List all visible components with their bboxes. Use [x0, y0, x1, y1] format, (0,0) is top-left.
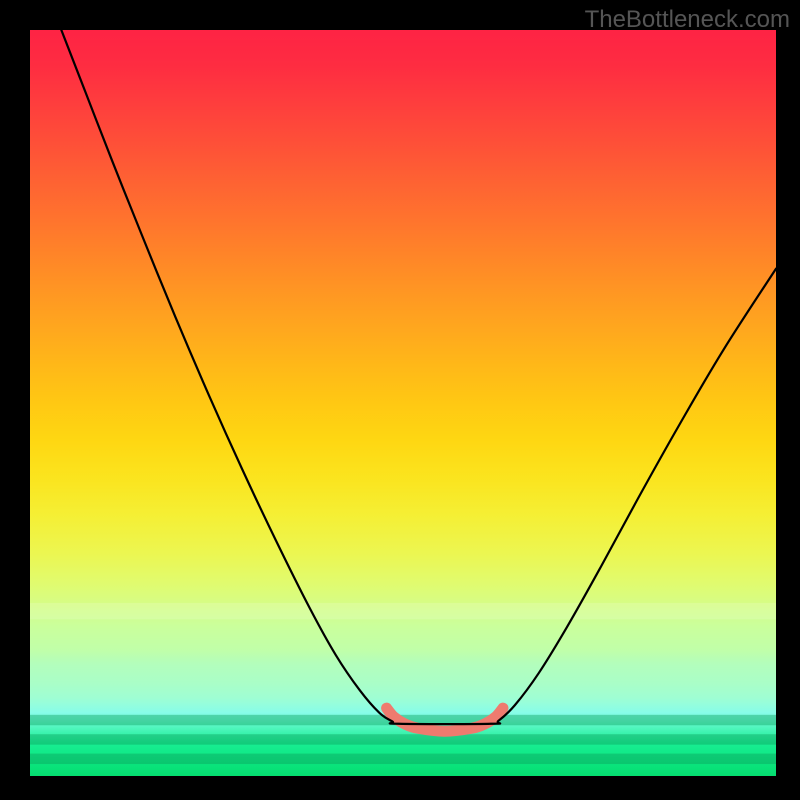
chart-svg [30, 30, 776, 776]
plot-area [30, 30, 776, 776]
gradient-background [30, 30, 776, 776]
chart-stage: TheBottleneck.com [0, 0, 800, 800]
